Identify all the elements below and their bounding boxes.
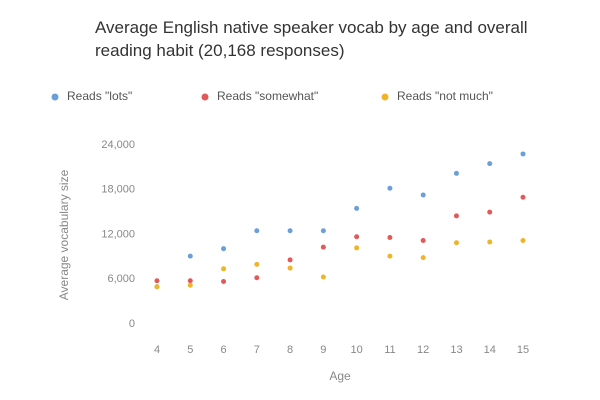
data-point bbox=[387, 185, 393, 191]
data-point bbox=[453, 213, 459, 219]
x-tick-label: 11 bbox=[384, 344, 395, 356]
legend-marker bbox=[381, 93, 389, 101]
data-point bbox=[487, 209, 493, 215]
data-point bbox=[221, 278, 227, 284]
data-point bbox=[287, 257, 293, 263]
legend-marker bbox=[51, 93, 59, 101]
y-tick-label: 12,000 bbox=[101, 228, 135, 240]
data-point bbox=[354, 245, 360, 251]
x-tick-label: 4 bbox=[154, 344, 160, 356]
data-point bbox=[520, 151, 526, 157]
x-tick-label: 15 bbox=[517, 344, 529, 356]
data-point bbox=[420, 192, 426, 198]
data-point bbox=[320, 274, 326, 280]
data-point bbox=[154, 278, 160, 284]
data-point bbox=[187, 282, 193, 288]
legend-label: Reads "not much" bbox=[397, 89, 493, 103]
data-point bbox=[420, 255, 426, 261]
x-tick-label: 7 bbox=[254, 344, 260, 356]
data-point bbox=[221, 246, 227, 252]
chart-title: Average English native speaker vocab by … bbox=[95, 18, 528, 60]
data-point bbox=[320, 244, 326, 250]
x-tick-label: 8 bbox=[287, 344, 293, 356]
data-point bbox=[254, 261, 260, 267]
legend-label: Reads "somewhat" bbox=[217, 89, 318, 103]
data-point bbox=[387, 253, 393, 259]
data-point bbox=[387, 234, 393, 240]
x-tick-label: 5 bbox=[187, 344, 193, 356]
y-tick-label: 6,000 bbox=[107, 273, 135, 285]
data-point bbox=[520, 237, 526, 243]
data-point bbox=[487, 239, 493, 245]
data-point bbox=[254, 275, 260, 281]
data-point bbox=[287, 228, 293, 234]
data-point bbox=[453, 240, 459, 246]
data-point bbox=[187, 253, 193, 259]
data-point bbox=[354, 205, 360, 211]
x-tick-label: 12 bbox=[417, 344, 429, 356]
data-point bbox=[254, 228, 260, 234]
legend-marker bbox=[201, 93, 209, 101]
y-tick-label: 0 bbox=[129, 318, 135, 330]
data-point bbox=[287, 265, 293, 271]
data-point bbox=[520, 194, 526, 200]
data-point bbox=[354, 234, 360, 240]
data-point bbox=[320, 228, 326, 234]
data-point bbox=[187, 278, 193, 284]
x-tick-label: 6 bbox=[220, 344, 226, 356]
data-point bbox=[420, 237, 426, 243]
y-tick-label: 18,000 bbox=[101, 184, 135, 196]
x-axis-label: Age bbox=[329, 369, 351, 383]
data-point bbox=[453, 170, 459, 176]
y-axis-label: Average vocabulary size bbox=[57, 169, 71, 300]
data-point bbox=[487, 161, 493, 167]
x-tick-label: 10 bbox=[351, 344, 363, 356]
data-point bbox=[221, 266, 227, 272]
legend-label: Reads "lots" bbox=[67, 89, 132, 103]
x-tick-label: 13 bbox=[450, 344, 462, 356]
y-tick-label: 24,000 bbox=[101, 139, 135, 151]
data-point bbox=[154, 284, 160, 290]
x-tick-label: 14 bbox=[484, 344, 496, 356]
x-tick-label: 9 bbox=[320, 344, 326, 356]
